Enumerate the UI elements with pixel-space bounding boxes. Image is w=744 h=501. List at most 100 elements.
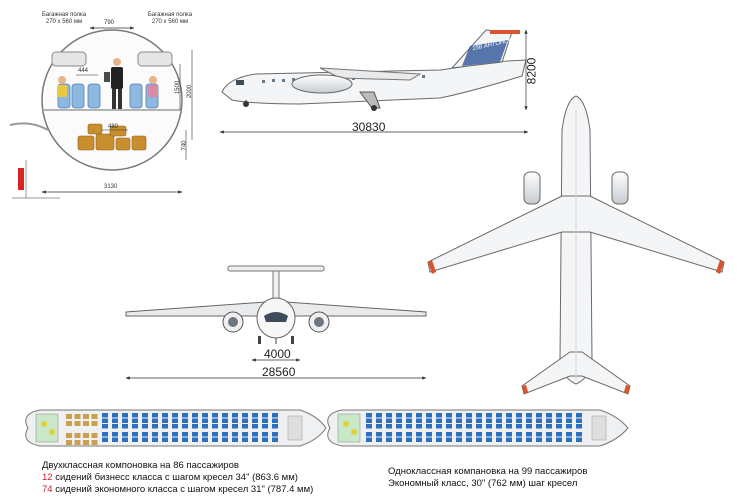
seat-icon <box>466 413 472 418</box>
seat-icon <box>162 437 168 442</box>
passenger-icon <box>148 76 158 97</box>
cargo-bag-icon <box>87 123 103 135</box>
seat-icon <box>366 413 372 418</box>
cargo-bag-icon <box>115 137 131 151</box>
seat-icon <box>526 413 532 418</box>
seat-icon <box>132 418 138 423</box>
cargo-bag-icon <box>95 133 115 151</box>
seat-icon <box>222 424 228 429</box>
seat-icon <box>526 432 532 437</box>
front-view <box>125 265 427 380</box>
seat-icon <box>83 421 89 426</box>
seat-icon <box>426 413 432 418</box>
seat-icon <box>516 413 522 418</box>
seat-icon <box>446 418 452 423</box>
seat-icon <box>272 413 278 418</box>
seat-icon <box>576 437 582 442</box>
seat-icon <box>102 413 108 418</box>
top-view <box>427 95 725 395</box>
seat-icon <box>112 413 118 418</box>
seat-icon <box>162 432 168 437</box>
seat-icon <box>416 413 422 418</box>
seat-icon <box>366 424 372 429</box>
seat-icon <box>496 437 502 442</box>
seat-icon <box>152 437 158 442</box>
seat-icon <box>71 83 85 109</box>
seat-icon <box>466 424 472 429</box>
seat-icon <box>536 437 542 442</box>
seat-icon <box>516 432 522 437</box>
seat-icon <box>66 440 72 445</box>
seat-icon <box>506 432 512 437</box>
seat-icon <box>172 437 178 442</box>
seat-icon <box>212 413 218 418</box>
seat-icon <box>526 424 532 429</box>
seat-icon <box>222 413 228 418</box>
economy-text: сидений экономного класса с шагом кресел… <box>55 484 314 495</box>
seat-icon <box>576 418 582 423</box>
seat-icon <box>66 433 72 438</box>
side-fuselage <box>221 59 527 105</box>
dim-480: 480 <box>108 124 119 130</box>
seat-icon <box>436 424 442 429</box>
seat-icon <box>142 437 148 442</box>
seat-icon <box>202 437 208 442</box>
seat-icon <box>476 413 482 418</box>
seat-icon <box>456 418 462 423</box>
seat-icon <box>252 418 258 423</box>
seat-icon <box>566 418 572 423</box>
two-class-title: Двухклассная компоновка на 86 пассажиров <box>42 460 239 471</box>
cargo-bag-icon <box>77 135 95 151</box>
seat-icon <box>102 424 108 429</box>
seat-icon <box>366 432 372 437</box>
seat-icon <box>446 424 452 429</box>
seat-icon <box>102 432 108 437</box>
seat-icon <box>386 418 392 423</box>
seat-icon <box>112 424 118 429</box>
one-class-text: Экономный класс, 30" (762 мм) шаг кресел <box>388 478 578 489</box>
seat-icon <box>222 432 228 437</box>
side-wing <box>319 67 422 81</box>
seat-icon <box>91 440 98 445</box>
seat-icon <box>172 424 178 429</box>
seat-icon <box>456 413 462 418</box>
seat-icon <box>182 418 188 423</box>
track-dimension: 4000 <box>264 347 291 361</box>
seat-icon <box>74 414 81 419</box>
seat-icon <box>182 413 188 418</box>
seat-icon <box>506 424 512 429</box>
seat-icon <box>526 437 532 442</box>
seat-icon <box>496 413 502 418</box>
seat-icon <box>252 424 258 429</box>
cargo-bag-icon <box>109 125 127 137</box>
seat-icon <box>436 432 442 437</box>
seat-icon <box>526 418 532 423</box>
seat-icon <box>122 432 128 437</box>
seat-icon <box>272 424 278 429</box>
seat-icon <box>396 437 402 442</box>
seat-icon <box>232 418 238 423</box>
seat-map-two-class <box>25 409 327 447</box>
seat-icon <box>122 424 128 429</box>
seat-icon <box>122 437 128 442</box>
seat-icon <box>83 440 89 445</box>
seat-icon <box>436 437 442 442</box>
side-view <box>219 29 529 134</box>
seat-icon <box>496 432 502 437</box>
seat-icon <box>232 437 238 442</box>
standing-passenger-icon <box>111 58 123 109</box>
seat-icon <box>192 437 198 442</box>
seat-icon <box>91 421 98 426</box>
seat-icon <box>262 432 268 437</box>
economy-line: 74 сидений экономного класса с шагом кре… <box>42 484 313 496</box>
seat-icon <box>446 432 452 437</box>
seat-icon <box>496 424 502 429</box>
cross-section <box>9 26 193 199</box>
seat-icon <box>416 418 422 423</box>
seat-icon <box>132 424 138 429</box>
seat-icon <box>416 437 422 442</box>
seat-icon <box>446 437 452 442</box>
left-engine-top <box>523 171 541 205</box>
seat-icon <box>192 418 198 423</box>
seat-icon <box>426 432 432 437</box>
